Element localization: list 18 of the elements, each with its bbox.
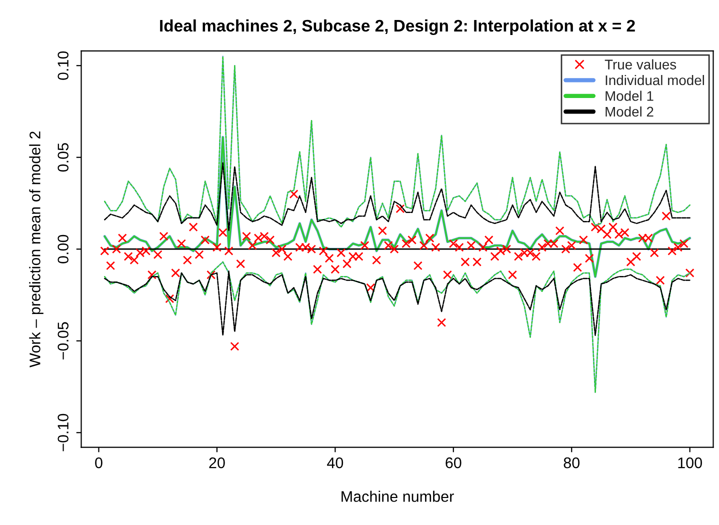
y-tick-label: 0.00 xyxy=(58,234,69,264)
x-tick-label: 20 xyxy=(209,457,225,468)
x-tick-label: 60 xyxy=(446,457,462,468)
x-tick-label: 40 xyxy=(327,457,344,468)
x-tick-label: 100 xyxy=(678,457,702,468)
legend-label: Model 1 xyxy=(606,90,654,101)
y-axis-title: Work – prediction mean of model 2 xyxy=(29,132,44,368)
legend-label: Model 2 xyxy=(606,106,654,117)
y-tick-label: 0.05 xyxy=(58,143,69,172)
x-tick-label: 0 xyxy=(95,457,102,468)
legend-label: True values xyxy=(604,59,676,70)
y-tick-label: −0.05 xyxy=(58,322,69,360)
y-tick-label: 0.10 xyxy=(58,51,69,80)
chart-title: Ideal machines 2, Subcase 2, Design 2: Interpolation at x = 2 xyxy=(160,19,635,36)
x-tick-label: 80 xyxy=(564,457,580,468)
y-tick-label: −0.10 xyxy=(58,414,69,452)
legend-label: Individual model xyxy=(606,74,704,86)
x-axis-title: Machine number xyxy=(342,490,454,502)
